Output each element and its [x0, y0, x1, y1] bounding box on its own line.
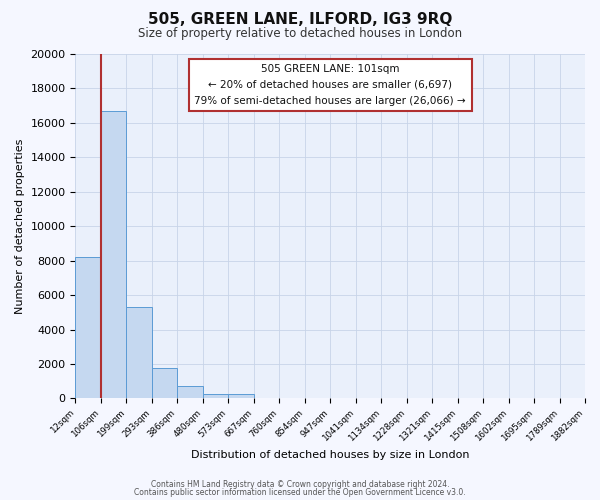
Text: Contains public sector information licensed under the Open Government Licence v3: Contains public sector information licen… [134, 488, 466, 497]
Bar [127, 307, 152, 398]
Bar [152, 368, 178, 398]
Bar [228, 394, 254, 398]
Bar [178, 386, 203, 398]
Text: 505 GREEN LANE: 101sqm
← 20% of detached houses are smaller (6,697)
79% of semi-: 505 GREEN LANE: 101sqm ← 20% of detached… [194, 64, 466, 106]
Text: 505, GREEN LANE, ILFORD, IG3 9RQ: 505, GREEN LANE, ILFORD, IG3 9RQ [148, 12, 452, 28]
Bar [101, 111, 127, 399]
Y-axis label: Number of detached properties: Number of detached properties [15, 138, 25, 314]
Text: Contains HM Land Registry data © Crown copyright and database right 2024.: Contains HM Land Registry data © Crown c… [151, 480, 449, 489]
Bar [76, 257, 101, 398]
Text: Size of property relative to detached houses in London: Size of property relative to detached ho… [138, 28, 462, 40]
Bar [203, 394, 228, 398]
X-axis label: Distribution of detached houses by size in London: Distribution of detached houses by size … [191, 450, 469, 460]
